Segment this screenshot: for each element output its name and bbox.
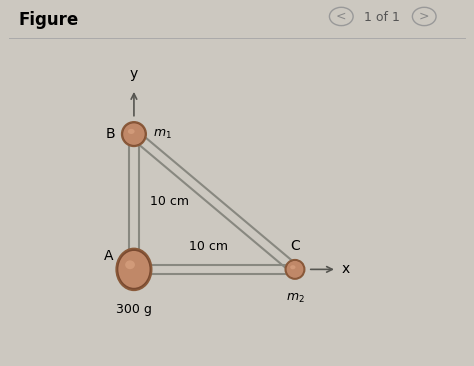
Text: $m_1$: $m_1$	[153, 128, 172, 141]
Ellipse shape	[122, 122, 146, 146]
Text: A: A	[103, 250, 113, 264]
Text: 10 cm: 10 cm	[189, 240, 228, 253]
Ellipse shape	[285, 260, 305, 279]
Text: Figure: Figure	[19, 11, 79, 29]
Text: >: >	[419, 9, 429, 22]
Ellipse shape	[286, 261, 303, 278]
Text: <: <	[336, 9, 346, 22]
Text: x: x	[342, 262, 350, 276]
Ellipse shape	[118, 251, 149, 288]
Text: B: B	[106, 127, 115, 141]
Text: $m_2$: $m_2$	[285, 292, 304, 305]
Ellipse shape	[290, 265, 295, 269]
Text: 10 cm: 10 cm	[150, 195, 189, 208]
Text: 300 g: 300 g	[116, 303, 152, 316]
Ellipse shape	[123, 123, 145, 145]
Ellipse shape	[125, 260, 135, 269]
Ellipse shape	[128, 129, 135, 134]
Ellipse shape	[116, 249, 152, 290]
Text: 1 of 1: 1 of 1	[364, 11, 400, 24]
Text: C: C	[290, 239, 300, 253]
Text: y: y	[130, 67, 138, 81]
